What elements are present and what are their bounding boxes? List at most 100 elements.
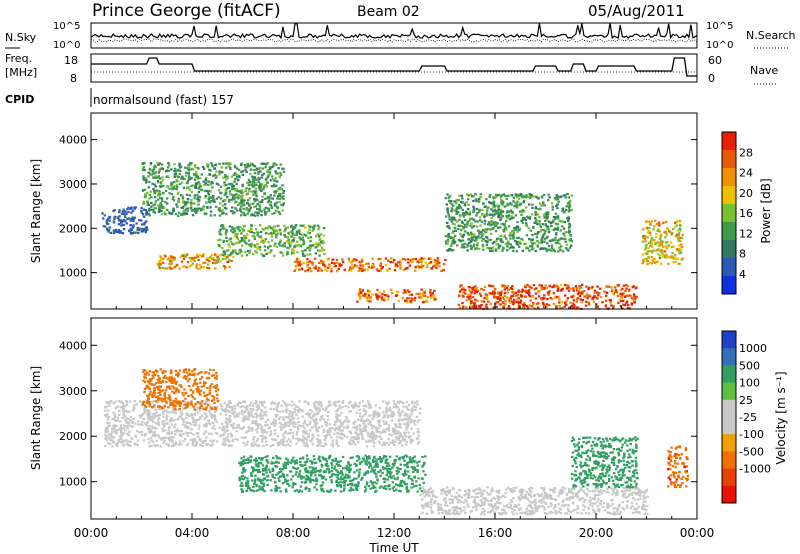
power-cell [156, 161, 159, 165]
power-cell [144, 226, 147, 229]
velocity-cell [405, 428, 408, 431]
power-cell [521, 209, 524, 212]
velocity-cell [319, 474, 322, 477]
power-cell [159, 185, 163, 188]
power-cell [247, 199, 250, 202]
power-cell [230, 259, 233, 263]
power-cell [153, 183, 156, 186]
power-cell [467, 286, 471, 289]
velocity-cell [174, 423, 177, 426]
power-cell [546, 215, 549, 218]
power-cell [355, 259, 358, 262]
power-cell [551, 205, 554, 208]
velocity-cell [160, 438, 163, 441]
power-cell [343, 268, 346, 271]
velocity-cell [264, 424, 267, 427]
power-cell [198, 177, 202, 180]
velocity-cell [338, 404, 341, 407]
power-cell [537, 306, 540, 309]
velocity-cell [264, 414, 268, 417]
power-cell [542, 194, 546, 197]
power-cell [532, 303, 535, 306]
power-cell [221, 200, 225, 203]
power-cell [507, 211, 510, 214]
power-cell [306, 253, 309, 256]
power-cell [222, 176, 225, 179]
power-cell [131, 209, 135, 212]
power-cell [543, 294, 546, 297]
velocity-cell [251, 408, 254, 411]
velocity-cell [197, 435, 200, 438]
velocity-cell [289, 422, 292, 425]
power-cell [423, 258, 426, 261]
velocity-cell [110, 432, 113, 435]
power-cell [501, 249, 504, 252]
power-cell [192, 168, 195, 171]
velocity-cell [326, 405, 330, 408]
power-cell [651, 246, 654, 249]
power-cell [678, 244, 681, 247]
power-cell [567, 196, 570, 199]
velocity-cell [397, 401, 401, 404]
power-cell [512, 235, 515, 238]
power-cell [270, 233, 274, 236]
power-cell [566, 219, 570, 222]
power-cell [186, 186, 189, 189]
power-cell [489, 284, 493, 288]
power-cell [480, 220, 484, 223]
velocity-cell [213, 427, 216, 431]
power-cell [164, 189, 168, 193]
power-cell [318, 235, 321, 238]
velocity-cell [279, 425, 282, 429]
power-cell [486, 298, 489, 301]
velocity-cell [180, 434, 183, 437]
power-cell [657, 221, 661, 224]
power-cell [486, 227, 489, 231]
power-cell [144, 196, 148, 199]
power-cell [223, 252, 227, 256]
power-cell [380, 298, 384, 301]
power-cell [206, 266, 209, 269]
velocity-cell [342, 399, 345, 403]
power-cell [138, 219, 141, 222]
power-cell [243, 199, 246, 202]
power-cell [279, 231, 282, 234]
velocity-cell [215, 409, 218, 412]
power-cell [233, 235, 237, 238]
power-cell [556, 287, 560, 290]
power-cell [452, 236, 455, 239]
velocity-cell [170, 444, 174, 448]
velocity-cell [289, 444, 292, 448]
velocity-cell [398, 435, 401, 438]
power-cell [512, 216, 515, 219]
power-cell [554, 242, 558, 245]
power-cell [317, 242, 321, 245]
velocity-cell [263, 400, 266, 403]
velocity-cell [125, 439, 128, 442]
power-cell [275, 201, 279, 204]
power-cell [141, 168, 145, 171]
power-cell [225, 256, 229, 259]
power-cell [121, 212, 124, 215]
power-cell [542, 201, 545, 204]
power-cell [132, 224, 135, 227]
velocity-cell [150, 444, 153, 447]
power-cell [452, 230, 455, 233]
power-cell [156, 190, 159, 193]
power-cell [654, 236, 658, 239]
velocity-cell [416, 420, 420, 423]
power-colorbar-swatch [722, 168, 736, 187]
power-cell [273, 254, 276, 257]
power-cell [609, 299, 612, 302]
power-cell [395, 294, 399, 297]
power-cell [632, 293, 636, 296]
velocity-cell [143, 408, 146, 411]
velocity-cell [305, 430, 308, 433]
power-cell [226, 260, 229, 263]
velocity-cell [196, 432, 200, 435]
power-cell [462, 233, 466, 236]
power-cell [502, 247, 505, 250]
power-cell [471, 237, 474, 240]
power-cell [246, 234, 249, 237]
velocity-cell [152, 400, 155, 403]
